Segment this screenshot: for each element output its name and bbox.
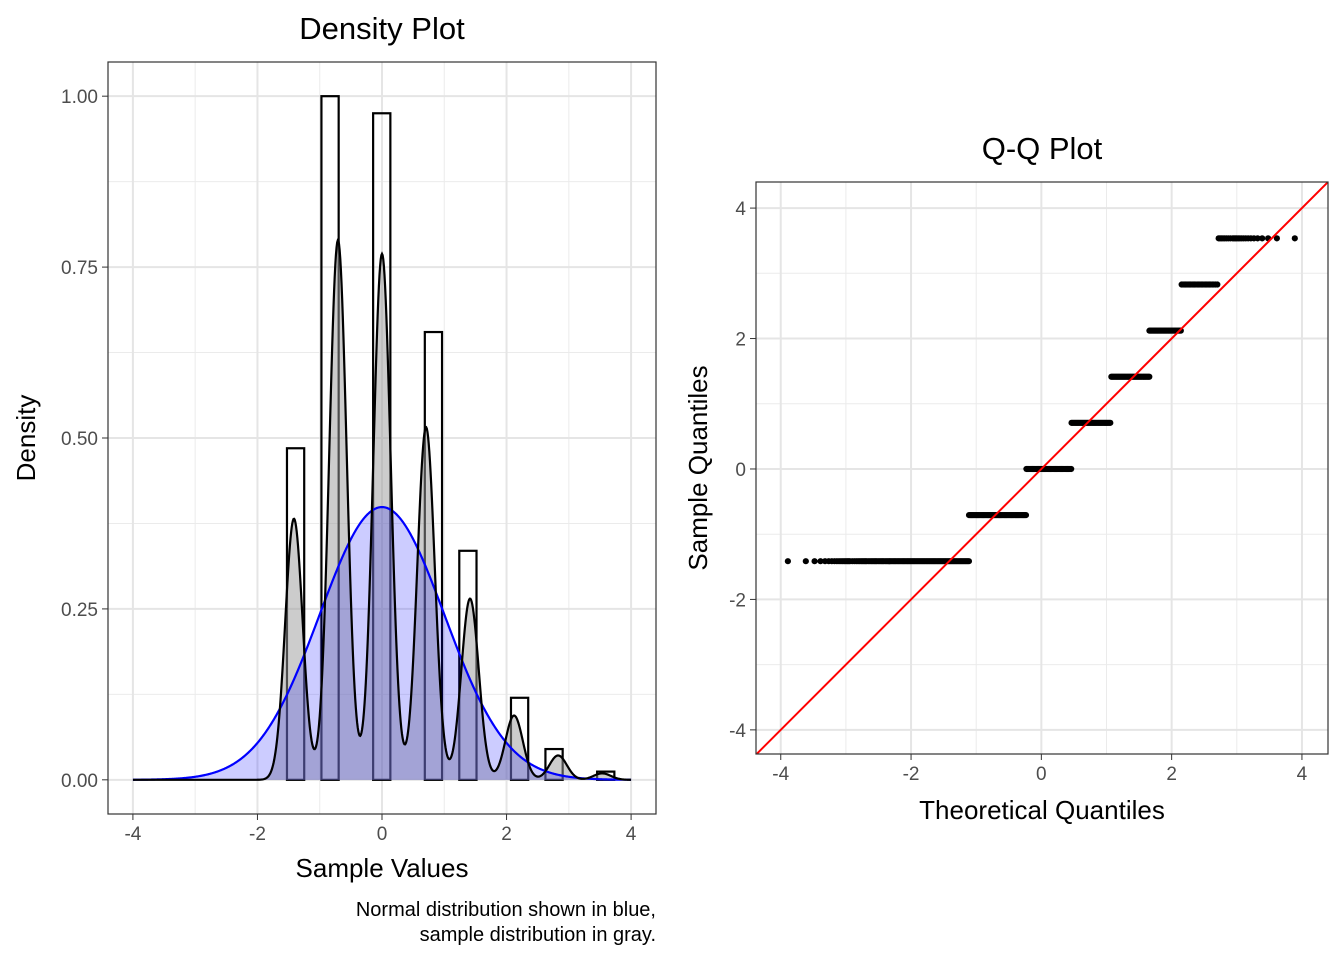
qq-point xyxy=(784,558,791,565)
qq-reference-line xyxy=(756,182,1328,754)
qq-y-axis-title: Sample Quantiles xyxy=(683,365,713,570)
qq-point xyxy=(1273,235,1280,242)
density-x-tick-label: 0 xyxy=(377,824,388,845)
qq-point xyxy=(1146,373,1153,380)
density-x-tick-label: -4 xyxy=(124,824,141,845)
qq-y-tick-label: 0 xyxy=(735,460,746,481)
qq-panel-border xyxy=(755,181,1329,755)
density-y-axis-title: Density xyxy=(11,395,41,482)
qq-y-tick-label: -4 xyxy=(729,721,746,742)
density-x-tick-label: 2 xyxy=(501,824,512,845)
density-plot-panel: -4 -2 0 2 4 0.00 0.25 0.50 0.75 1.00 xyxy=(61,61,657,845)
density-y-tick-label: 0.25 xyxy=(61,600,98,621)
qq-point xyxy=(1259,235,1266,242)
qq-x-axis-title: Theoretical Quantiles xyxy=(919,795,1165,825)
density-y-tick-label: 0.00 xyxy=(61,771,98,792)
density-x-tick-label: 4 xyxy=(626,824,637,845)
sample-density-line xyxy=(132,238,632,781)
qq-point xyxy=(1291,235,1298,242)
qq-point xyxy=(1068,465,1075,473)
density-y-tick-label: 1.00 xyxy=(61,87,98,108)
qq-y-tick-label: -2 xyxy=(729,590,746,611)
qq-plot-panel: -4 -2 0 2 4 -4 -2 0 2 4 xyxy=(729,181,1329,785)
caption-line-1: Normal distribution shown in blue, xyxy=(356,899,656,921)
qq-y-tick-label: 4 xyxy=(735,199,746,220)
qq-point xyxy=(817,558,824,565)
density-x-tick-label: -2 xyxy=(249,824,266,845)
sample-density-area xyxy=(132,240,632,780)
qq-point xyxy=(965,558,973,565)
density-y-tick-label: 0.75 xyxy=(61,258,98,279)
qq-point xyxy=(811,558,818,565)
qq-x-tick-label: 2 xyxy=(1166,764,1177,785)
qq-point xyxy=(802,558,809,565)
qq-point xyxy=(1254,235,1261,242)
qq-x-tick-label: -4 xyxy=(772,764,789,785)
qq-point xyxy=(1022,511,1030,519)
qq-point xyxy=(1107,419,1114,426)
caption-line-2: sample distribution in gray. xyxy=(420,924,656,946)
density-x-axis-title: Sample Values xyxy=(296,853,469,883)
qq-x-tick-label: -2 xyxy=(903,764,920,785)
qq-y-tick-label: 2 xyxy=(735,330,746,351)
density-panel-border xyxy=(107,61,657,815)
normal-density-area xyxy=(132,507,632,780)
normal-density-line xyxy=(132,505,632,781)
qq-plot-title: Q-Q Plot xyxy=(982,131,1103,166)
qq-point xyxy=(1214,281,1221,288)
density-plot-title: Density Plot xyxy=(299,11,465,46)
density-y-tick-label: 0.50 xyxy=(61,429,98,450)
qq-x-tick-label: 0 xyxy=(1036,764,1047,785)
qq-x-tick-label: 4 xyxy=(1297,764,1308,785)
